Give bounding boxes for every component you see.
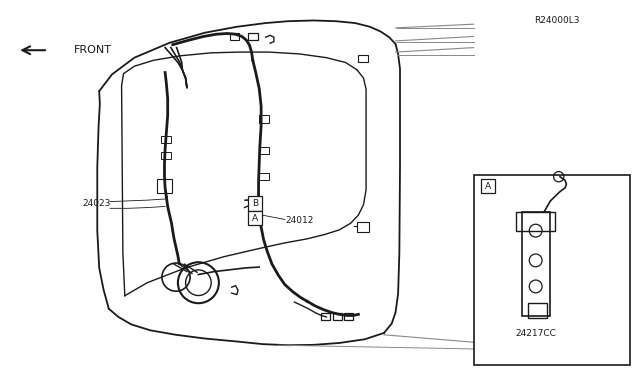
Bar [481, 179, 495, 193]
Bar [528, 303, 547, 318]
Text: 24012: 24012 [285, 216, 314, 225]
Bar [358, 55, 368, 62]
Bar [157, 179, 172, 193]
Bar [248, 211, 262, 225]
Bar [248, 33, 258, 40]
Text: A: A [252, 214, 258, 223]
Text: B: B [252, 199, 258, 208]
Bar [259, 173, 269, 180]
Bar [161, 136, 171, 143]
Text: R24000L3: R24000L3 [534, 16, 580, 25]
Bar [321, 313, 330, 320]
Bar [516, 212, 555, 231]
Bar [259, 115, 269, 123]
Bar [522, 212, 550, 316]
Bar [259, 147, 269, 154]
Text: A: A [485, 182, 492, 191]
Text: 24217CC: 24217CC [515, 329, 556, 338]
Bar [248, 196, 262, 211]
Bar [474, 175, 630, 365]
Bar [357, 222, 369, 232]
Bar [333, 313, 342, 320]
Text: FRONT: FRONT [74, 45, 111, 55]
Bar [230, 33, 239, 40]
Text: 24023: 24023 [82, 199, 110, 208]
Bar [344, 313, 353, 320]
Bar [161, 152, 171, 159]
